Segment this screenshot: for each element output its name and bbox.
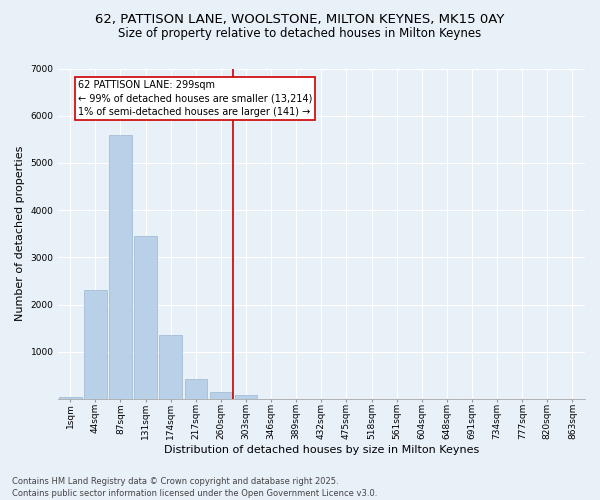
Bar <box>185 378 207 399</box>
Bar <box>235 394 257 399</box>
Bar <box>160 335 182 399</box>
Bar <box>109 134 132 399</box>
Bar <box>59 396 82 399</box>
Bar <box>134 236 157 399</box>
Text: Size of property relative to detached houses in Milton Keynes: Size of property relative to detached ho… <box>118 28 482 40</box>
Text: 62, PATTISON LANE, WOOLSTONE, MILTON KEYNES, MK15 0AY: 62, PATTISON LANE, WOOLSTONE, MILTON KEY… <box>95 12 505 26</box>
Text: 62 PATTISON LANE: 299sqm
← 99% of detached houses are smaller (13,214)
1% of sem: 62 PATTISON LANE: 299sqm ← 99% of detach… <box>78 80 312 116</box>
Y-axis label: Number of detached properties: Number of detached properties <box>15 146 25 322</box>
Bar <box>84 290 107 399</box>
X-axis label: Distribution of detached houses by size in Milton Keynes: Distribution of detached houses by size … <box>164 445 479 455</box>
Text: Contains HM Land Registry data © Crown copyright and database right 2025.
Contai: Contains HM Land Registry data © Crown c… <box>12 476 377 498</box>
Bar <box>209 392 232 399</box>
